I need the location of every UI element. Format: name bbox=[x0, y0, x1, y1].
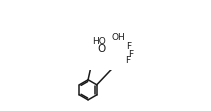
Text: F: F bbox=[126, 42, 131, 51]
Text: OH: OH bbox=[112, 33, 126, 42]
Text: F: F bbox=[125, 56, 130, 64]
Text: F: F bbox=[128, 50, 134, 59]
Text: O: O bbox=[97, 44, 105, 54]
Text: HO: HO bbox=[92, 37, 106, 46]
